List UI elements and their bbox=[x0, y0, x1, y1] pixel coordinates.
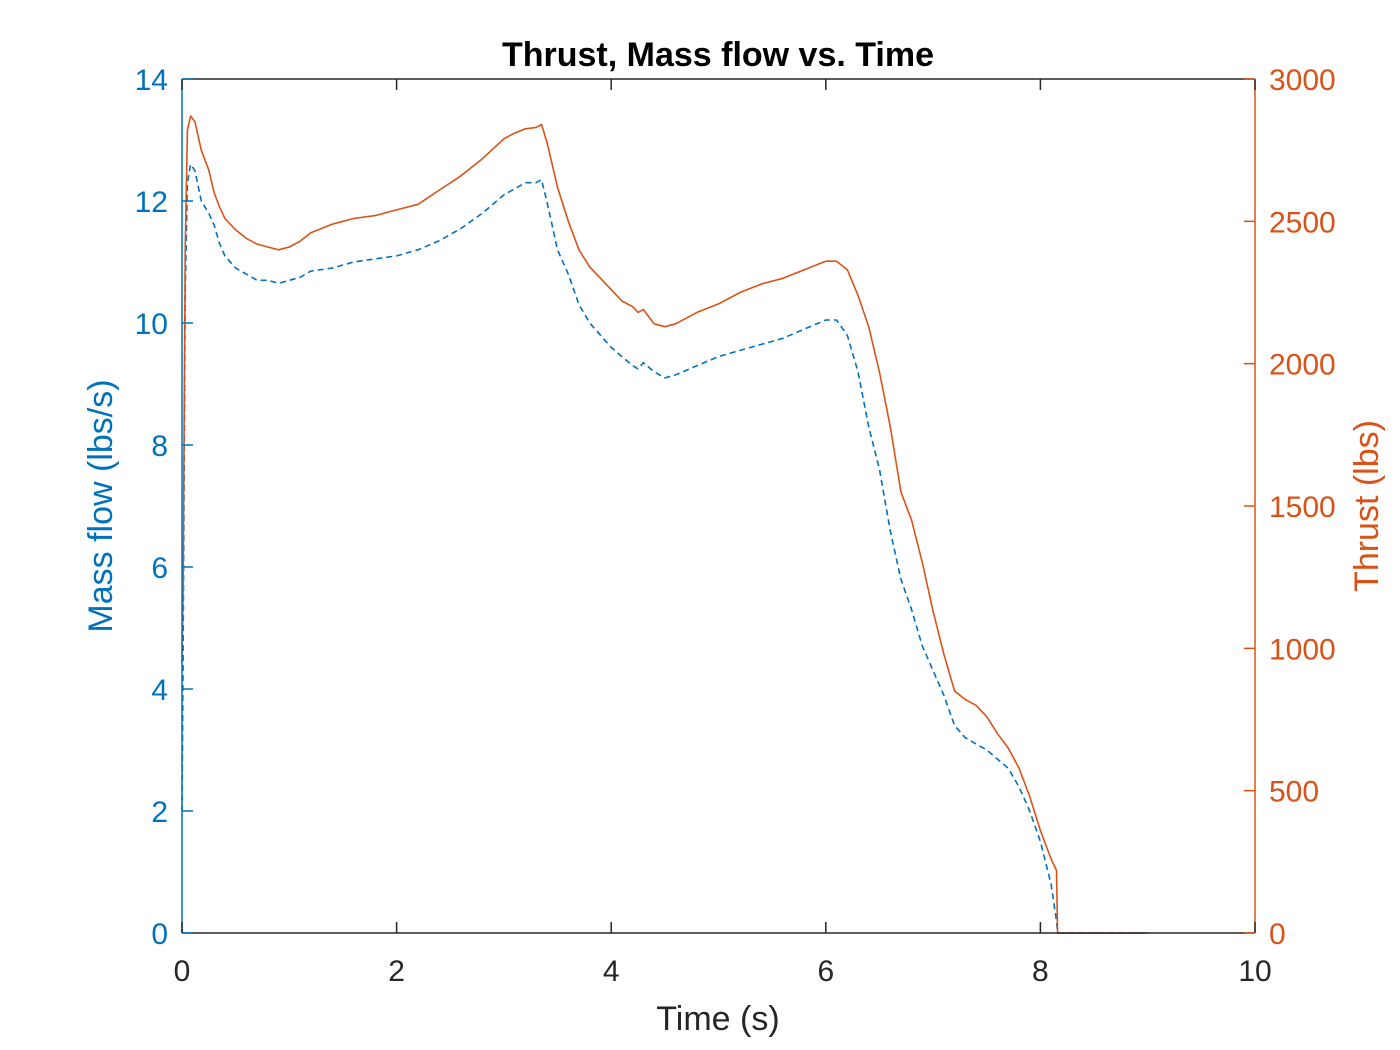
right-y-tick-label: 0 bbox=[1269, 918, 1286, 951]
series-layer bbox=[181, 115, 1148, 934]
thrust-series-line bbox=[181, 115, 1148, 934]
left-y-tick-label: 10 bbox=[135, 308, 168, 341]
right-y-tick-label: 500 bbox=[1269, 776, 1319, 809]
right-y-ticks: 0 500 1000 1500 2000 2500 3000 bbox=[1244, 64, 1336, 951]
right-y-tick-label: 3000 bbox=[1269, 64, 1336, 97]
right-y-tick-label: 1500 bbox=[1269, 491, 1336, 524]
mass-flow-series-line bbox=[181, 163, 1148, 934]
left-y-tick-label: 0 bbox=[151, 918, 168, 951]
right-y-axis-label: Thrust (lbs) bbox=[1348, 420, 1386, 592]
right-y-tick-label: 2000 bbox=[1269, 349, 1336, 382]
x-tick-label: 4 bbox=[603, 955, 620, 988]
left-y-ticks: 0 2 4 6 8 10 12 14 bbox=[135, 64, 193, 951]
left-y-tick-label: 14 bbox=[135, 64, 168, 97]
left-y-tick-label: 6 bbox=[151, 552, 168, 585]
plot-area bbox=[182, 79, 1255, 933]
right-y-tick-label: 2500 bbox=[1269, 206, 1336, 239]
x-axis-label: Time (s) bbox=[656, 1000, 779, 1038]
x-tick-label: 6 bbox=[817, 955, 834, 988]
left-y-tick-label: 12 bbox=[135, 186, 168, 219]
left-y-axis-label: Mass flow (lbs/s) bbox=[82, 379, 120, 632]
left-y-tick-label: 8 bbox=[151, 430, 168, 463]
x-tick-label: 8 bbox=[1032, 955, 1049, 988]
right-y-tick-label: 1000 bbox=[1269, 633, 1336, 666]
x-tick-label: 10 bbox=[1238, 955, 1271, 988]
x-ticks: 0 2 4 6 8 10 bbox=[174, 79, 1272, 988]
left-y-tick-label: 4 bbox=[151, 674, 168, 707]
x-tick-label: 2 bbox=[388, 955, 405, 988]
left-y-tick-label: 2 bbox=[151, 796, 168, 829]
chart-title: Thrust, Mass flow vs. Time bbox=[502, 36, 934, 74]
x-tick-label: 0 bbox=[174, 955, 191, 988]
